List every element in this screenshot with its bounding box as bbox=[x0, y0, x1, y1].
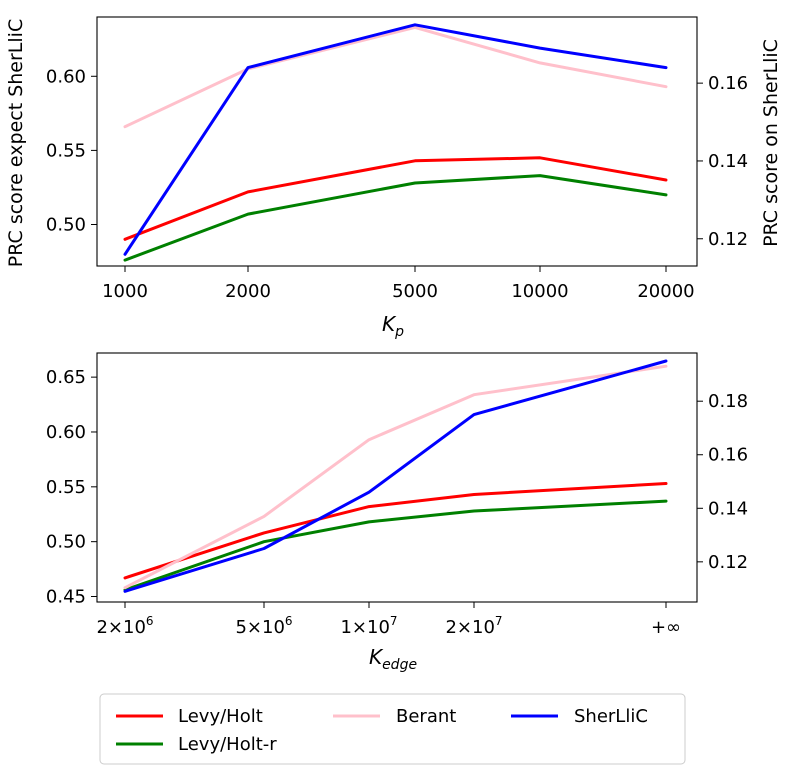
top-series-levy-holt-r-line bbox=[123, 174, 668, 262]
bottom-y-left-tick-label: 0.60 bbox=[46, 422, 86, 443]
legend-label-levy-holt-r: Levy/Holt-r bbox=[178, 734, 277, 755]
top-x-tick-label: 20000 bbox=[637, 281, 694, 302]
top-x-tick-label: 2000 bbox=[225, 281, 271, 302]
bottom-x-tick-exponent: 7 bbox=[495, 614, 503, 628]
top-y-left-tick-label: 0.60 bbox=[46, 66, 86, 87]
legend-label-sherllic: SherLliC bbox=[574, 706, 648, 727]
legend-label-berant: Berant bbox=[396, 706, 456, 727]
bottom-x-tick-label: +∞ bbox=[651, 617, 681, 638]
top-y-axis-left-label: PRC score expect SherLliC bbox=[5, 19, 27, 267]
top-x-axis-label-sub: p bbox=[394, 324, 404, 340]
bottom-series-levy-holt-r-line bbox=[123, 499, 668, 592]
bottom-y-left-tick-label: 0.55 bbox=[46, 477, 86, 498]
bottom-plot-frame bbox=[96, 352, 698, 603]
top-series-levy-holt-line bbox=[123, 156, 668, 241]
bottom-series-group bbox=[123, 359, 668, 593]
bottom-y-left-tick-label: 0.50 bbox=[46, 532, 86, 553]
top-y-left-tick-label: 0.50 bbox=[46, 215, 86, 236]
top-series-berant-line bbox=[123, 25, 668, 129]
top-y-right-tick-label: 0.16 bbox=[708, 73, 748, 94]
top-y-axis-right-label: PRC score on SherLliC bbox=[760, 39, 782, 247]
top-x-axis-label-base: K bbox=[382, 312, 397, 336]
top-series-sherllic-line bbox=[123, 23, 668, 256]
bottom-x-tick-exponent: 6 bbox=[285, 614, 293, 628]
bottom-y-right-tick-label: 0.16 bbox=[708, 445, 748, 466]
top-plot-frame bbox=[96, 16, 698, 267]
top-x-tick-label: 5000 bbox=[392, 281, 438, 302]
top-series-group bbox=[123, 23, 668, 262]
bottom-y-right-tick-label: 0.12 bbox=[708, 552, 748, 573]
top-x-tick-label: 1000 bbox=[102, 281, 148, 302]
top-x-tick-label: 10000 bbox=[511, 281, 568, 302]
bottom-x-tick-label: 5×106 bbox=[235, 614, 292, 638]
legend-label-levy-holt: Levy/Holt bbox=[178, 706, 263, 727]
top-y-left-tick-label: 0.55 bbox=[46, 140, 86, 161]
bottom-x-axis-label-base: K bbox=[369, 645, 384, 669]
bottom-series-levy-holt-line bbox=[123, 482, 668, 580]
bottom-x-tick-label: 2×106 bbox=[96, 614, 153, 638]
bottom-y-right-tick-label: 0.18 bbox=[708, 391, 748, 412]
top-x-axis-label: Kp bbox=[382, 312, 404, 340]
bottom-series-sherllic-line bbox=[123, 359, 668, 593]
bottom-x-tick-label: 1×107 bbox=[340, 614, 397, 638]
top-panel: 1000 2000 5000 10000 20000 0.50 0.55 0.60 0.12 0.… bbox=[5, 16, 782, 340]
top-ticks-group: 1000 2000 5000 10000 20000 0.50 0.55 0.60 0.12 0.… bbox=[46, 66, 748, 302]
bottom-y-right-tick-label: 0.14 bbox=[708, 498, 748, 519]
bottom-x-axis-label: Kedge bbox=[369, 645, 417, 673]
legend: Levy/Holt Berant SherLliC Levy/Holt-r bbox=[99, 693, 686, 765]
bottom-x-tick-label: 2×107 bbox=[445, 614, 502, 638]
bottom-x-tick-exponent: 7 bbox=[390, 614, 398, 628]
bottom-ticks-group: 2×106 5×106 1×107 2×107 +∞ 0.45 0.50 0.55 0.60 0.… bbox=[46, 367, 748, 638]
bottom-y-left-tick-label: 0.45 bbox=[46, 587, 86, 608]
bottom-y-left-tick-label: 0.65 bbox=[46, 367, 86, 388]
bottom-x-axis-label-sub: edge bbox=[382, 657, 417, 673]
legend-frame bbox=[99, 693, 686, 765]
bottom-panel: 2×106 5×106 1×107 2×107 +∞ 0.45 0.50 0.55 0.60 0.… bbox=[46, 352, 748, 673]
bottom-series-berant-line bbox=[123, 364, 668, 590]
bottom-x-tick-exponent: 6 bbox=[146, 614, 154, 628]
top-y-right-tick-label: 0.14 bbox=[708, 151, 748, 172]
top-y-right-tick-label: 0.12 bbox=[708, 229, 748, 250]
